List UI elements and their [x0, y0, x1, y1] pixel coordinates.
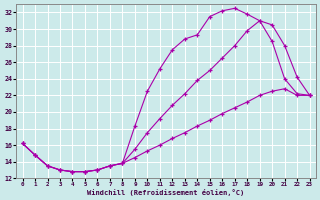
- X-axis label: Windchill (Refroidissement éolien,°C): Windchill (Refroidissement éolien,°C): [87, 189, 245, 196]
